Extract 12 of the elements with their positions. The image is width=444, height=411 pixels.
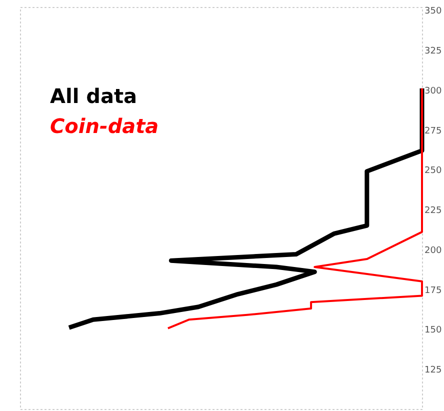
- text: All data: [50, 84, 138, 108]
- y-tick-label: 175: [424, 286, 442, 296]
- y-tick-label: 225: [424, 206, 442, 216]
- y-tick-label: 300: [424, 86, 442, 96]
- y-tick-label: 150: [424, 326, 442, 336]
- y-tick-label: 325: [424, 46, 442, 57]
- y-tick-label: 250: [424, 166, 442, 176]
- y-tick-label: 350: [424, 6, 442, 17]
- text: Coin-data: [50, 114, 159, 138]
- y-tick-label: 200: [424, 246, 442, 256]
- y-tick-label: 275: [424, 126, 442, 136]
- y-tick-label: 125: [424, 366, 442, 376]
